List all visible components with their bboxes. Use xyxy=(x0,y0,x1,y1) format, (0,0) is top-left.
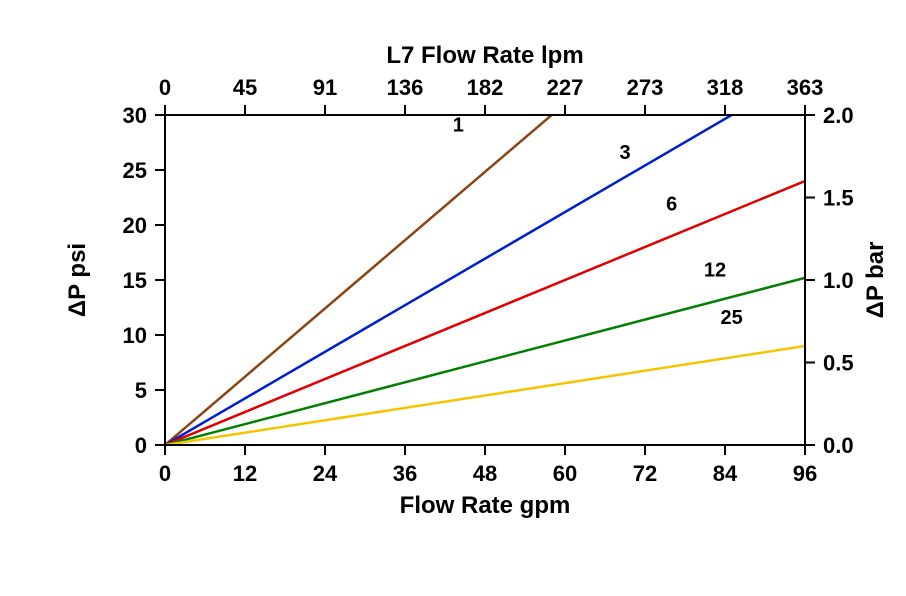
xtick-bottom-label: 60 xyxy=(553,461,577,486)
xtick-bottom-label: 0 xyxy=(159,461,171,486)
ytick-right-label: 1.0 xyxy=(823,268,854,293)
xtick-bottom-label: 36 xyxy=(393,461,417,486)
ytick-right-label: 0.5 xyxy=(823,351,854,376)
ytick-left-label: 10 xyxy=(123,323,147,348)
xtick-top-label: 0 xyxy=(159,75,171,100)
ytick-left-label: 0 xyxy=(135,433,147,458)
xtick-top-label: 182 xyxy=(467,75,504,100)
ytick-right-label: 1.5 xyxy=(823,186,854,211)
ytick-left-label: 15 xyxy=(123,268,147,293)
ytick-left-label: 25 xyxy=(123,158,147,183)
xtick-top-label: 318 xyxy=(707,75,744,100)
chart-svg: 1361225012243648607284960459113618222727… xyxy=(0,0,906,596)
xtick-bottom-label: 24 xyxy=(313,461,338,486)
xtick-top-label: 227 xyxy=(547,75,584,100)
xtick-bottom-label: 84 xyxy=(713,461,738,486)
xtick-top-label: 45 xyxy=(233,75,257,100)
series-label-6: 6 xyxy=(666,194,677,216)
series-label-3: 3 xyxy=(619,142,630,164)
ytick-left-label: 20 xyxy=(123,213,147,238)
bottom-axis-title: Flow Rate gpm xyxy=(400,492,571,519)
left-axis-title: ΔP psi xyxy=(64,243,91,317)
series-label-12: 12 xyxy=(704,260,726,282)
left-axis-title-group: ΔP psi xyxy=(64,243,91,317)
right-axis-title: ΔP bar xyxy=(862,242,889,319)
xtick-bottom-label: 48 xyxy=(473,461,497,486)
xtick-top-label: 273 xyxy=(627,75,664,100)
ytick-right-label: 0.0 xyxy=(823,433,854,458)
xtick-bottom-label: 72 xyxy=(633,461,657,486)
series-label-25: 25 xyxy=(721,307,743,329)
xtick-top-label: 136 xyxy=(387,75,424,100)
chart-container: 1361225012243648607284960459113618222727… xyxy=(0,0,906,596)
top-axis-title: L7 Flow Rate lpm xyxy=(386,42,583,69)
series-label-1: 1 xyxy=(453,115,464,137)
ytick-right-label: 2.0 xyxy=(823,103,854,128)
ytick-left-label: 30 xyxy=(123,103,147,128)
xtick-bottom-label: 96 xyxy=(793,461,817,486)
xtick-top-label: 363 xyxy=(787,75,824,100)
ytick-left-label: 5 xyxy=(135,378,147,403)
right-axis-title-group: ΔP bar xyxy=(862,242,889,319)
xtick-bottom-label: 12 xyxy=(233,461,257,486)
xtick-top-label: 91 xyxy=(313,75,337,100)
